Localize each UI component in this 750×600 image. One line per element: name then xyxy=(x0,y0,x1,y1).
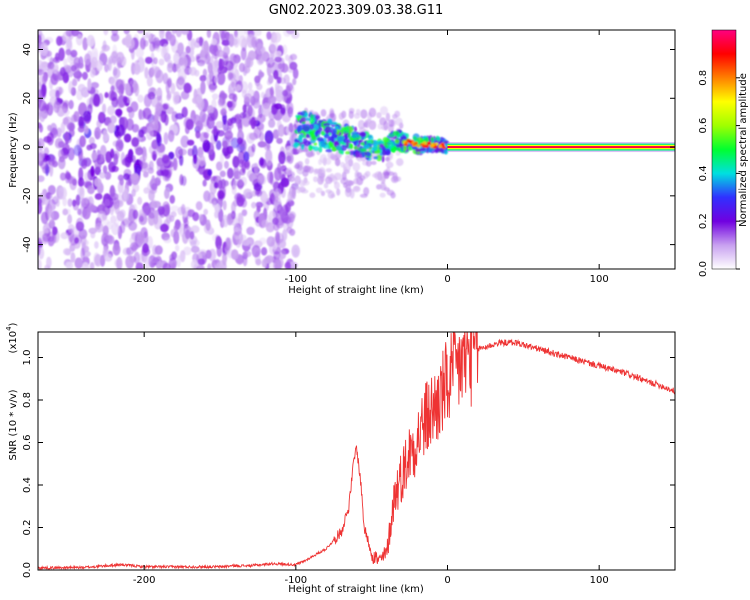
spectrogram-y-ticks: -40 -20 0 20 40 xyxy=(22,43,675,253)
y-tick-label: 0.4 xyxy=(22,477,33,493)
y-tick-label: 1.0 xyxy=(22,350,33,366)
x-tick-label: 0 xyxy=(444,575,450,586)
x-tick-label: 0 xyxy=(444,274,450,285)
colorbar-gradient xyxy=(711,29,737,270)
snr-y-ticks: 0.0 0.2 0.4 0.6 0.8 1.0 xyxy=(22,350,675,578)
y-tick-label: -20 xyxy=(22,188,33,204)
colorbar-tick-label: 0.0 xyxy=(698,261,709,277)
spectrogram-frame xyxy=(37,29,676,270)
snr-x-ticks: -200 -100 0 100 xyxy=(133,332,609,586)
snr-x-label: Height of straight line (km) xyxy=(288,584,424,595)
y-tick-label: 0.8 xyxy=(22,392,33,408)
snr-series-line xyxy=(38,332,675,570)
spectrogram-x-label: Height of straight line (km) xyxy=(288,285,424,296)
x-tick-label: 100 xyxy=(590,575,609,586)
y-tick-label: 0.2 xyxy=(22,520,33,536)
y-tick-label: 20 xyxy=(22,92,33,105)
colorbar-tick-label: 0.4 xyxy=(698,165,709,181)
snr-panel: -200 -100 0 100 0.0 0.2 0.4 0.6 0.8 1.0 Height o… xyxy=(5,322,676,595)
y-tick-label: 0.6 xyxy=(22,435,33,451)
x-tick-label: -200 xyxy=(133,575,156,586)
figure-title: GN02.2023.309.03.38.G11 xyxy=(269,3,444,18)
y-tick-label: 40 xyxy=(22,43,33,56)
colorbar-tick-label: 0.8 xyxy=(698,70,709,86)
colorbar-tick-label: 0.6 xyxy=(698,118,709,134)
snr-y-multiplier: (x104) xyxy=(5,322,19,353)
x-tick-label: -100 xyxy=(284,274,307,285)
colorbar-ticks: 0.0 0.2 0.4 0.6 0.8 xyxy=(698,70,740,277)
colorbar: 0.0 0.2 0.4 0.6 0.8 Normalized spectral ampl… xyxy=(698,29,749,277)
y-tick-label: -40 xyxy=(22,236,33,252)
y-tick-label: 0 xyxy=(22,144,33,150)
spectrogram-x-ticks: -200 -100 0 100 xyxy=(133,30,609,285)
snr-frame xyxy=(37,331,676,571)
colorbar-label: Normalized spectral amplitude xyxy=(738,73,749,227)
colorbar-tick-label: 0.2 xyxy=(698,213,709,229)
x-tick-label: -100 xyxy=(284,575,307,586)
snr-y-multiplier-base: (x10 xyxy=(8,331,19,354)
x-tick-label: 100 xyxy=(590,274,609,285)
x-tick-label: -200 xyxy=(133,274,156,285)
spectrogram-heatmap xyxy=(38,30,675,269)
y-tick-label: 0.0 xyxy=(22,562,33,578)
snr-y-multiplier-exp: 4 xyxy=(5,326,13,331)
spectrogram-y-label: Frequency (Hz) xyxy=(8,112,19,188)
snr-y-label: SNR (10 * v/v) xyxy=(8,389,19,460)
